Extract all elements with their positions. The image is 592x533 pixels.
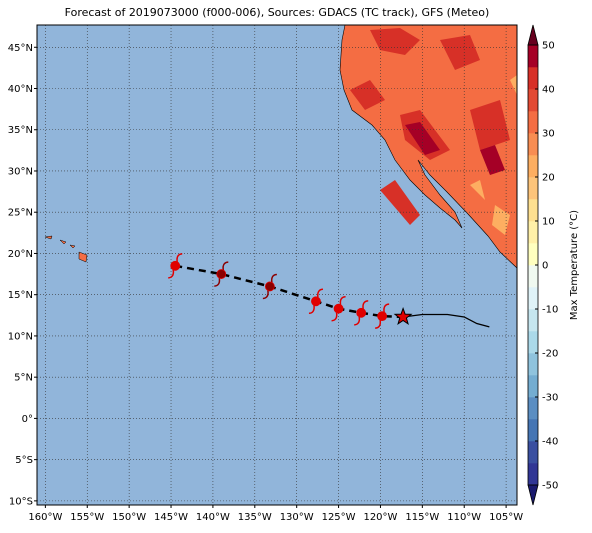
cyclone-eye bbox=[377, 311, 388, 322]
colorbar-tick-label: 20 bbox=[542, 173, 555, 184]
lat-tick-label: 45°N bbox=[8, 43, 33, 54]
colorbar-tick-label: -30 bbox=[542, 393, 558, 404]
colorbar-segment bbox=[528, 199, 538, 222]
map-frame bbox=[36, 24, 518, 506]
lat-tick-label: 15°N bbox=[8, 290, 33, 301]
cyclone-arm bbox=[222, 261, 229, 271]
colorbar-segment bbox=[528, 419, 538, 442]
lat-tick-label: 35°N bbox=[8, 125, 33, 136]
cyclone-eye bbox=[216, 269, 227, 279]
colorbar-extend-low bbox=[527, 484, 539, 506]
graticule bbox=[34, 25, 517, 508]
cyclone-eye bbox=[170, 260, 181, 271]
cyclone-marker bbox=[354, 300, 369, 326]
cyclone-arm bbox=[383, 303, 390, 313]
lon-tick-label: 110°W bbox=[447, 512, 481, 523]
cyclone-marker bbox=[168, 253, 183, 279]
land-hot bbox=[405, 122, 505, 175]
colorbar-segment bbox=[528, 133, 538, 156]
cyclone-arm bbox=[308, 305, 315, 315]
current-position bbox=[393, 306, 413, 326]
lat-tick-label: 5°S bbox=[15, 455, 33, 466]
colorbar-label: Max Temperature (°C) bbox=[569, 210, 580, 320]
colorbar: 50 40 30 20 10 0 -10 -20 -30 -40 -50 bbox=[527, 24, 558, 506]
cyclone-marker bbox=[214, 261, 229, 287]
cyclone-arm bbox=[331, 312, 338, 322]
lon-tick-label: 145°W bbox=[154, 512, 188, 523]
colorbar-tick-label: -50 bbox=[542, 481, 558, 492]
colorbar-segment bbox=[528, 89, 538, 112]
colorbar-tick-label: 40 bbox=[542, 85, 555, 96]
colorbar-tick-label: 30 bbox=[542, 129, 555, 140]
cyclone-marker bbox=[331, 295, 346, 322]
lon-tick-label: 135°W bbox=[238, 512, 272, 523]
lat-tick-label: 5°N bbox=[14, 373, 33, 384]
colorbar-segment bbox=[528, 463, 538, 486]
cyclone-arm bbox=[168, 269, 175, 279]
colorbar-segment bbox=[528, 111, 538, 134]
lon-tick-label: 105°W bbox=[489, 512, 523, 523]
colorbar-tick-label: -10 bbox=[542, 305, 558, 316]
colorbar-segment bbox=[528, 287, 538, 310]
colorbar-segment bbox=[528, 243, 538, 266]
land-warm bbox=[350, 28, 510, 225]
lat-tick-label: 30°N bbox=[8, 166, 33, 177]
lat-tick-label: 40°N bbox=[8, 84, 33, 95]
lat-tick-label: 0° bbox=[22, 414, 33, 425]
land bbox=[44, 24, 518, 269]
cyclone-marker bbox=[375, 303, 390, 329]
land-mild bbox=[470, 75, 517, 235]
colorbar-segment bbox=[528, 265, 538, 288]
lon-tick-label: 115°W bbox=[405, 512, 439, 523]
colorbar-tick-label: 10 bbox=[542, 217, 555, 228]
past-track bbox=[402, 313, 490, 328]
colorbar-segment bbox=[528, 221, 538, 244]
cyclone-marker bbox=[308, 288, 324, 315]
title: Forecast of 2019073000 (f000-006), Sourc… bbox=[65, 6, 490, 19]
colorbar-tick-label: -40 bbox=[542, 437, 558, 448]
cyclone-arm bbox=[176, 253, 183, 262]
cyclone-arm bbox=[362, 300, 369, 309]
colorbar-segment bbox=[528, 441, 538, 464]
cyclone-arm bbox=[214, 277, 221, 287]
cyclone-eye bbox=[311, 296, 321, 307]
lon-tick-label: 160°W bbox=[28, 512, 62, 523]
colorbar-segment bbox=[528, 45, 538, 68]
cyclone-eye bbox=[356, 307, 367, 318]
lat-tick-label: 25°N bbox=[8, 208, 33, 219]
cyclone-eye bbox=[333, 303, 344, 314]
lon-tick-label: 155°W bbox=[70, 512, 104, 523]
cyclone-eye bbox=[264, 281, 275, 292]
colorbar-segment bbox=[528, 353, 538, 376]
lon-tick-label: 150°W bbox=[112, 512, 146, 523]
lon-tick-label: 125°W bbox=[322, 512, 356, 523]
colorbar-segment bbox=[528, 67, 538, 90]
lon-tick-label: 130°W bbox=[280, 512, 314, 523]
lon-tick-label: 140°W bbox=[196, 512, 230, 523]
colorbar-tick-label: 50 bbox=[542, 41, 555, 52]
cyclone-arm bbox=[317, 288, 324, 298]
hawaii bbox=[44, 235, 88, 263]
cyclone-arm bbox=[354, 316, 361, 326]
cyclone-arm bbox=[262, 290, 269, 300]
colorbar-tick-label: -20 bbox=[542, 349, 558, 360]
colorbar-tick-label: 0 bbox=[542, 261, 548, 272]
cyclone-arm bbox=[375, 320, 382, 329]
lat-tick-label: 10°S bbox=[9, 496, 33, 507]
colorbar-segment bbox=[528, 177, 538, 200]
colorbar-segment bbox=[528, 155, 538, 178]
lon-tick-label: 120°W bbox=[363, 512, 397, 523]
lat-tick-label: 20°N bbox=[8, 249, 33, 260]
colorbar-segment bbox=[528, 397, 538, 420]
cyclone-marker bbox=[262, 273, 277, 300]
colorbar-segment bbox=[528, 375, 538, 398]
colorbar-segment bbox=[528, 331, 538, 354]
cyclone-arm bbox=[339, 295, 346, 305]
lat-tick-label: 10°N bbox=[8, 331, 33, 342]
colorbar-extend-high bbox=[527, 24, 539, 46]
track bbox=[168, 253, 490, 329]
colorbar-segment bbox=[528, 309, 538, 332]
cyclone-arm bbox=[270, 273, 277, 283]
